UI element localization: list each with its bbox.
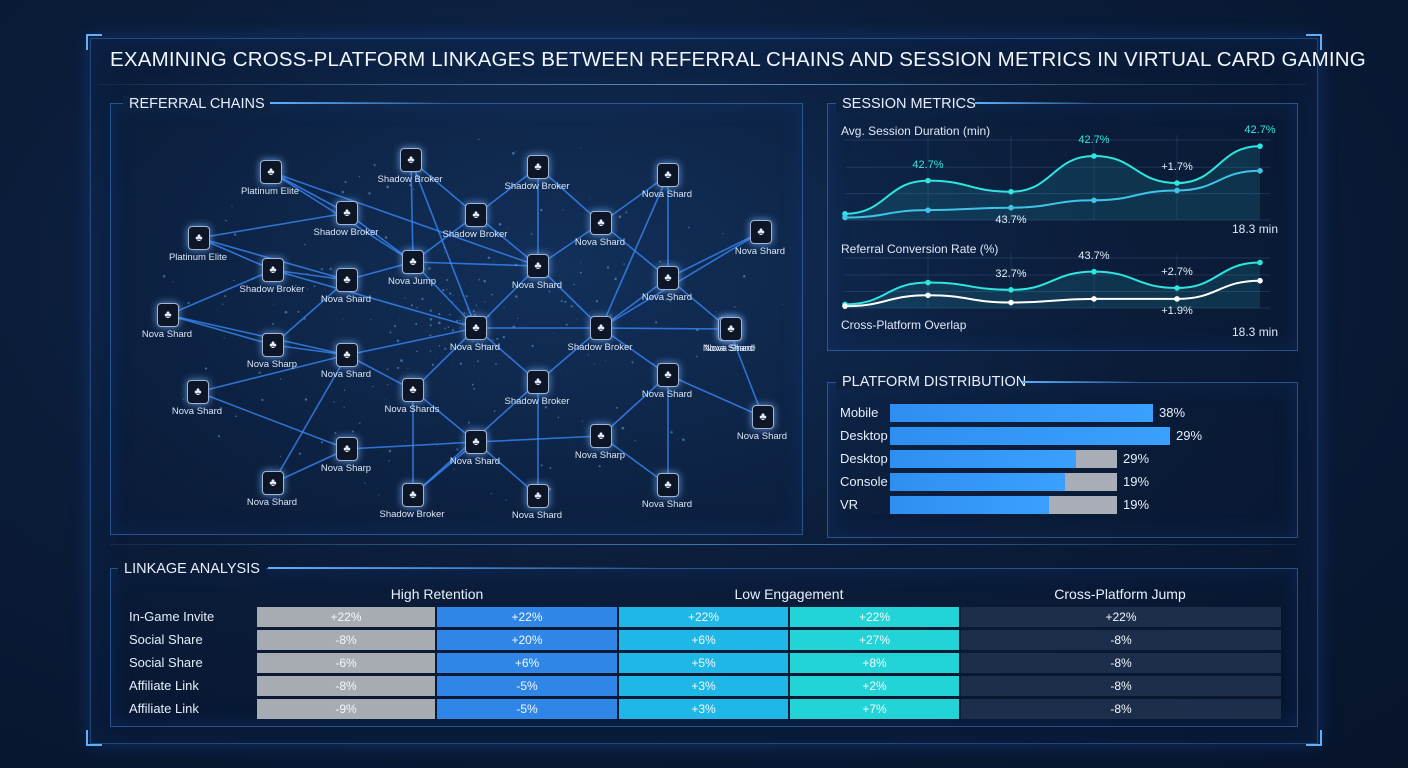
data-point xyxy=(1174,296,1180,302)
data-point xyxy=(925,178,931,184)
linkage-cell: +27% xyxy=(790,630,959,650)
linkage-cell: -9% xyxy=(257,699,435,719)
point-label: 43.7% xyxy=(995,214,1026,226)
data-point xyxy=(1257,278,1263,284)
linkage-cell: +3% xyxy=(619,676,788,696)
platform-name: Desktop xyxy=(840,451,888,466)
data-point xyxy=(1008,205,1014,211)
group-low-engagement: Low Engagement xyxy=(735,586,844,602)
platform-bar-track xyxy=(890,496,1117,514)
platform-bar-value: 29% xyxy=(1176,428,1202,443)
point-label: 32.7% xyxy=(995,268,1026,280)
linkage-row-label: Social Share xyxy=(129,632,203,647)
data-point xyxy=(925,292,931,298)
linkage-cell: +3% xyxy=(619,699,788,719)
point-label: +2.7% xyxy=(1161,266,1193,278)
platform-bar-track xyxy=(890,450,1117,468)
heading-rule xyxy=(1022,381,1142,383)
linkage-row-label: In-Game Invite xyxy=(129,609,214,624)
linkage-cell: +2% xyxy=(790,676,959,696)
linkage-cell: -8% xyxy=(961,630,1281,650)
linkage-cell: +22% xyxy=(619,607,788,627)
data-point xyxy=(1257,260,1263,266)
linkage-cell: -8% xyxy=(961,699,1281,719)
platform-bar-value: 29% xyxy=(1123,451,1149,466)
linkage-cell: -8% xyxy=(961,676,1281,696)
point-label: 42.7% xyxy=(1244,124,1275,136)
platform-bar xyxy=(890,473,1065,491)
data-point xyxy=(1174,285,1180,291)
group-cross-platform-jump: Cross-Platform Jump xyxy=(1054,586,1185,602)
linkage-row-label: Social Share xyxy=(129,655,203,670)
linkage-cell: +22% xyxy=(257,607,435,627)
linkage-cell: -5% xyxy=(437,699,617,719)
point-label: 43.7% xyxy=(1078,250,1109,262)
linkage-row-label: Affiliate Link xyxy=(129,701,199,716)
linkage-cell: +22% xyxy=(790,607,959,627)
linkage-cell: -8% xyxy=(257,676,435,696)
platform-name: VR xyxy=(840,497,858,512)
data-point xyxy=(1091,198,1097,204)
platform-bar-track xyxy=(890,427,1170,445)
linkage-cell: -8% xyxy=(257,630,435,650)
platform-distribution-heading: PLATFORM DISTRIBUTION xyxy=(836,374,1032,390)
linkage-cell: +8% xyxy=(790,653,959,673)
platform-bar-value: 19% xyxy=(1123,474,1149,489)
platform-bar xyxy=(890,496,1049,514)
linkage-cell: +7% xyxy=(790,699,959,719)
linkage-cell: +6% xyxy=(437,653,617,673)
data-point xyxy=(1174,188,1180,194)
data-point xyxy=(1091,269,1097,275)
point-label: +1.9% xyxy=(1161,305,1193,317)
platform-name: Console xyxy=(840,474,888,489)
data-point xyxy=(842,215,848,221)
data-point xyxy=(1091,296,1097,302)
linkage-cell: +5% xyxy=(619,653,788,673)
platform-name: Desktop xyxy=(840,428,888,443)
section-divider xyxy=(110,544,1296,545)
data-point xyxy=(842,303,848,309)
data-point xyxy=(925,207,931,213)
platform-bar xyxy=(890,404,1153,422)
linkage-cell: -8% xyxy=(961,653,1281,673)
linkage-cell: -6% xyxy=(257,653,435,673)
platform-bar-track xyxy=(890,473,1117,491)
data-point xyxy=(1174,180,1180,186)
data-point xyxy=(1257,143,1263,149)
platform-bar xyxy=(890,427,1170,445)
linkage-cell: +22% xyxy=(437,607,617,627)
point-label: 42.7% xyxy=(1078,134,1109,146)
point-label: 42.7% xyxy=(912,159,943,171)
linkage-cell: +6% xyxy=(619,630,788,650)
platform-bar-track xyxy=(890,404,1153,422)
linkage-cell: +22% xyxy=(961,607,1281,627)
point-label: +1.7% xyxy=(1161,161,1193,173)
data-point xyxy=(1008,300,1014,306)
data-point xyxy=(1008,287,1014,293)
linkage-row-label: Affiliate Link xyxy=(129,678,199,693)
linkage-cell: -5% xyxy=(437,676,617,696)
data-point xyxy=(925,280,931,286)
platform-bar-value: 19% xyxy=(1123,497,1149,512)
linkage-cell: +20% xyxy=(437,630,617,650)
heading-rule xyxy=(268,567,668,569)
group-high-retention: High Retention xyxy=(391,586,484,602)
linkage-analysis-heading: LINKAGE ANALYSIS xyxy=(118,561,266,577)
data-point xyxy=(1257,168,1263,174)
data-point xyxy=(1091,153,1097,159)
platform-bar xyxy=(890,450,1076,468)
platform-bar-value: 38% xyxy=(1159,405,1185,420)
data-point xyxy=(1008,189,1014,195)
platform-name: Mobile xyxy=(840,405,878,420)
